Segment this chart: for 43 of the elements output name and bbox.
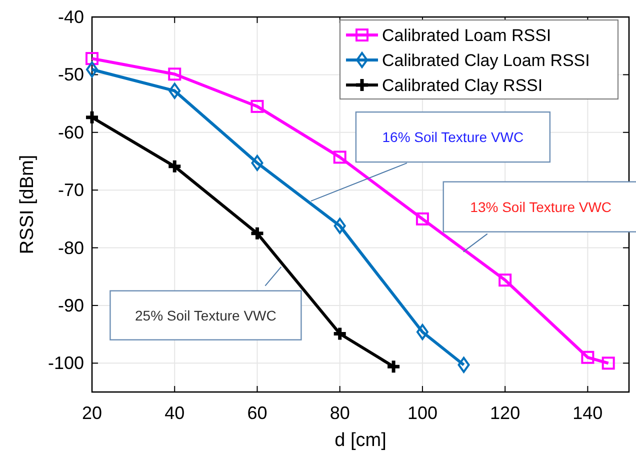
point — [458, 356, 470, 373]
point — [250, 100, 264, 113]
x-axis-title: d [cm] — [334, 430, 386, 451]
point — [386, 358, 402, 374]
x-tick-label: 40 — [164, 403, 185, 423]
x-tick-label: 120 — [490, 403, 520, 423]
y-tick-label: -50 — [58, 64, 84, 85]
point — [332, 326, 348, 342]
point — [168, 68, 182, 81]
y-tick-label: -100 — [48, 353, 84, 374]
point — [249, 226, 265, 242]
point — [168, 82, 181, 99]
x-tick-label: 140 — [572, 403, 603, 423]
x-tick-label: 100 — [407, 403, 438, 423]
point — [333, 150, 346, 164]
legend-label: Calibrated Clay RSSI — [382, 76, 543, 95]
callout: 25% Soil Texture VWC — [110, 266, 302, 340]
point — [416, 212, 429, 226]
point — [86, 52, 98, 66]
point — [334, 218, 346, 234]
point — [581, 350, 594, 364]
callout: 16% Soil Texture VWC — [310, 111, 551, 202]
annotation: 25% Soil Texture VWC — [135, 307, 276, 324]
x-tick-label: 20 — [82, 403, 102, 423]
y-tick-label: -90 — [58, 295, 84, 316]
y-tick-label: -70 — [58, 180, 84, 200]
callout: 13% Soil Texture VWC — [442, 181, 636, 252]
legend-label: Calibrated Clay Loam RSSI — [382, 51, 590, 70]
point — [498, 274, 512, 287]
legend-label: Calibrated Loam RSSI — [382, 26, 552, 45]
point — [416, 324, 428, 340]
y-tick-label: -40 — [58, 7, 84, 27]
point — [86, 62, 98, 78]
point — [602, 356, 615, 370]
y-tick-label: -80 — [58, 238, 84, 258]
point — [251, 154, 264, 171]
point — [84, 110, 100, 126]
point — [166, 158, 182, 174]
x-tick-label: 60 — [247, 403, 268, 423]
y-tick-label: -60 — [58, 122, 84, 142]
annotation: 16% Soil Texture VWC — [382, 129, 524, 146]
x-tick-label: 80 — [330, 403, 350, 423]
y-axis-title: RSSI [dBm] — [17, 154, 38, 254]
